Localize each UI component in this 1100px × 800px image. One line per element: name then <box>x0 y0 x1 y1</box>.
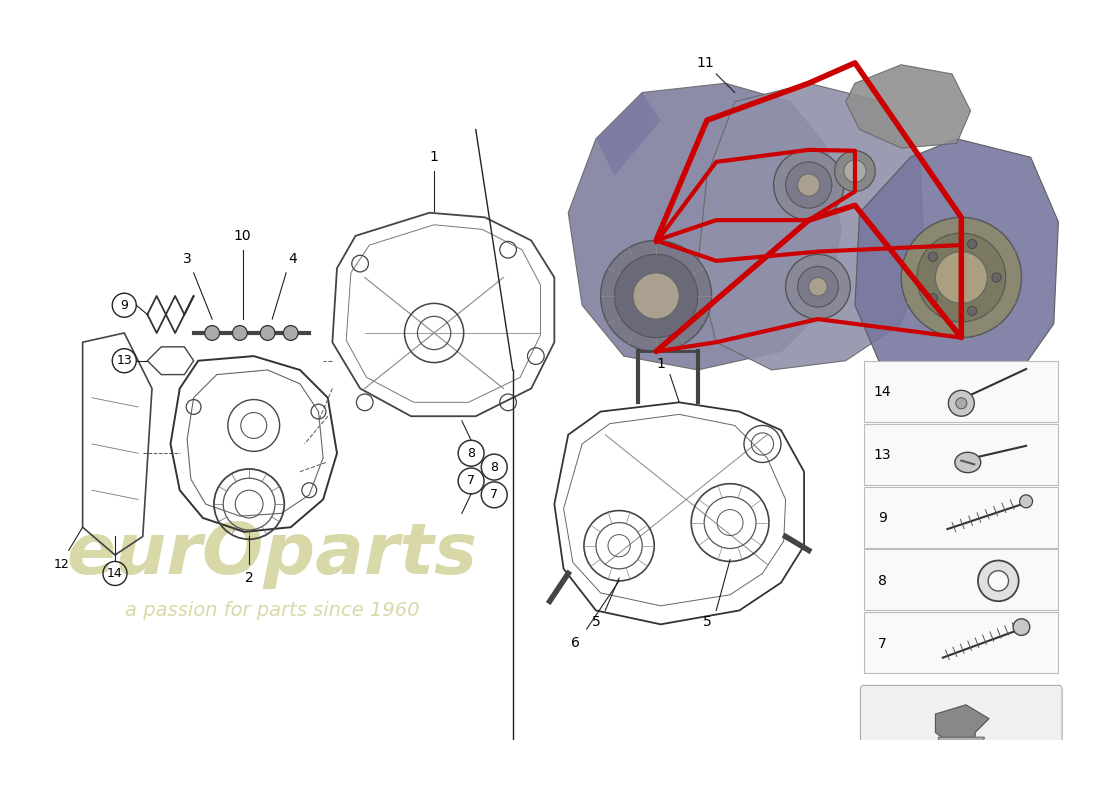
Circle shape <box>844 160 866 182</box>
Text: 4: 4 <box>288 252 297 266</box>
Circle shape <box>601 241 712 351</box>
Circle shape <box>928 252 937 262</box>
Circle shape <box>284 326 298 340</box>
Ellipse shape <box>955 452 981 473</box>
Text: 7: 7 <box>491 488 498 502</box>
Circle shape <box>261 326 275 340</box>
Circle shape <box>1013 618 1030 635</box>
Text: 1: 1 <box>657 357 665 370</box>
Circle shape <box>615 254 697 338</box>
Circle shape <box>232 326 248 340</box>
Text: eurOparts: eurOparts <box>67 521 477 590</box>
Polygon shape <box>855 138 1058 389</box>
Circle shape <box>901 218 1022 338</box>
Circle shape <box>935 251 987 303</box>
Circle shape <box>928 294 937 302</box>
Text: 7: 7 <box>878 637 887 650</box>
Text: 6: 6 <box>571 636 580 650</box>
Text: 9: 9 <box>878 511 887 525</box>
Circle shape <box>968 239 977 249</box>
Text: 5: 5 <box>592 614 601 629</box>
Text: 1: 1 <box>430 150 439 164</box>
Circle shape <box>978 561 1019 602</box>
Text: 10: 10 <box>234 229 252 243</box>
Circle shape <box>798 174 820 196</box>
Circle shape <box>785 162 832 208</box>
Text: 8: 8 <box>491 461 498 474</box>
FancyBboxPatch shape <box>860 686 1063 771</box>
Text: 14: 14 <box>107 567 123 580</box>
Circle shape <box>1020 495 1033 508</box>
Text: 8: 8 <box>878 574 887 588</box>
Circle shape <box>798 266 838 307</box>
Text: 13: 13 <box>117 354 132 367</box>
Bar <box>865 361 1058 422</box>
Text: 13: 13 <box>873 448 891 462</box>
Bar <box>865 424 1058 485</box>
Text: 11: 11 <box>696 56 714 70</box>
Circle shape <box>808 278 827 296</box>
Bar <box>865 612 1058 674</box>
Circle shape <box>632 273 679 319</box>
Circle shape <box>773 150 844 220</box>
Polygon shape <box>569 83 842 370</box>
Circle shape <box>992 273 1001 282</box>
Circle shape <box>948 390 975 416</box>
Circle shape <box>205 326 220 340</box>
Polygon shape <box>596 93 661 176</box>
Text: 145 03: 145 03 <box>918 790 1004 800</box>
Circle shape <box>917 233 1005 322</box>
Text: 2: 2 <box>244 571 253 585</box>
Bar <box>865 550 1058 610</box>
Circle shape <box>956 398 967 409</box>
Text: 9: 9 <box>120 298 129 312</box>
Circle shape <box>785 254 850 319</box>
Bar <box>865 486 1058 547</box>
Circle shape <box>988 570 1009 591</box>
Text: 8: 8 <box>468 446 475 460</box>
Circle shape <box>968 306 977 315</box>
Polygon shape <box>697 83 924 370</box>
Polygon shape <box>935 705 989 745</box>
Polygon shape <box>938 737 984 754</box>
Bar <box>865 772 1058 800</box>
Text: 3: 3 <box>183 252 191 266</box>
Polygon shape <box>846 65 970 148</box>
Text: 14: 14 <box>873 385 891 399</box>
Text: 7: 7 <box>468 474 475 487</box>
Text: 12: 12 <box>54 558 69 570</box>
Text: a passion for parts since 1960: a passion for parts since 1960 <box>125 601 419 620</box>
Circle shape <box>835 150 876 191</box>
Text: 5: 5 <box>703 614 712 629</box>
